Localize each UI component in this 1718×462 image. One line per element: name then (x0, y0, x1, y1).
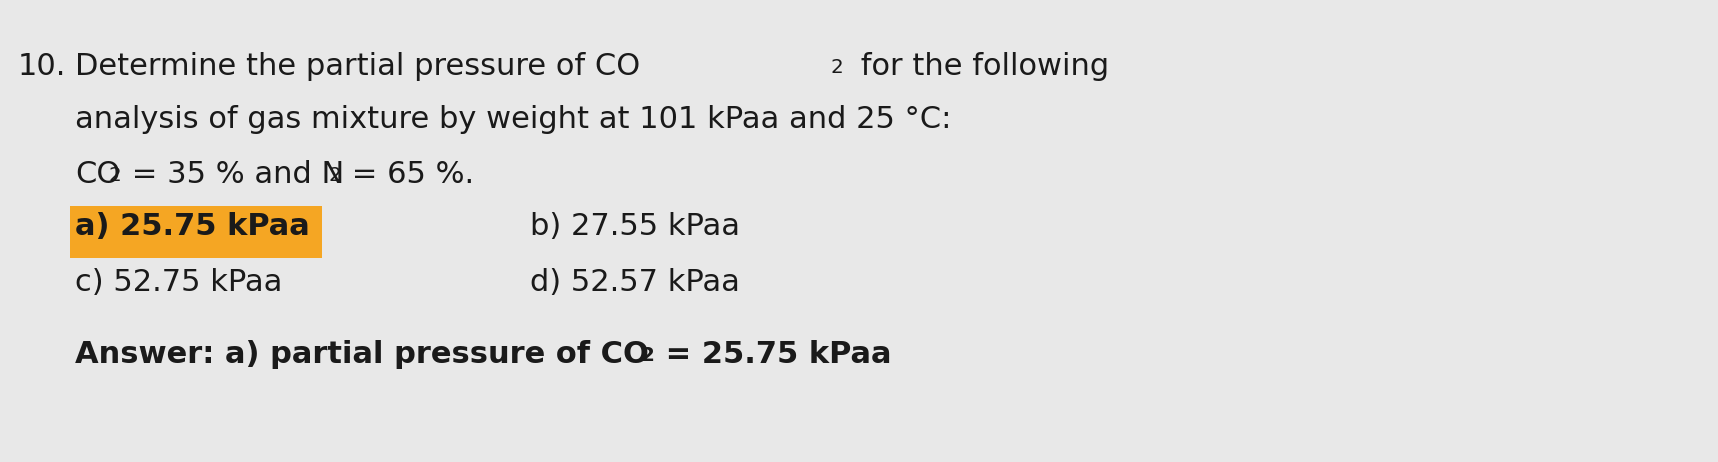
Text: = 25.75 kPaa: = 25.75 kPaa (655, 340, 892, 369)
Text: 10.: 10. (17, 52, 67, 81)
Text: a) 25.75 kPaa: a) 25.75 kPaa (76, 212, 309, 241)
Text: 2: 2 (108, 166, 122, 185)
Text: c) 52.75 kPaa: c) 52.75 kPaa (76, 268, 282, 297)
Text: analysis of gas mixture by weight at 101 kPaa and 25 °C:: analysis of gas mixture by weight at 101… (76, 105, 952, 134)
Text: = 35 % and N: = 35 % and N (122, 160, 344, 189)
FancyBboxPatch shape (70, 206, 321, 258)
Text: = 65 %.: = 65 %. (342, 160, 474, 189)
Text: Determine the partial pressure of CO: Determine the partial pressure of CO (76, 52, 641, 81)
Text: Answer: a) partial pressure of CO: Answer: a) partial pressure of CO (76, 340, 649, 369)
Text: 2: 2 (641, 346, 655, 365)
Text: CO: CO (76, 160, 120, 189)
Text: for the following: for the following (850, 52, 1110, 81)
Text: d) 52.57 kPaa: d) 52.57 kPaa (529, 268, 740, 297)
Text: b) 27.55 kPaa: b) 27.55 kPaa (529, 212, 740, 241)
Text: 2: 2 (330, 166, 342, 185)
Text: 2: 2 (832, 58, 844, 77)
